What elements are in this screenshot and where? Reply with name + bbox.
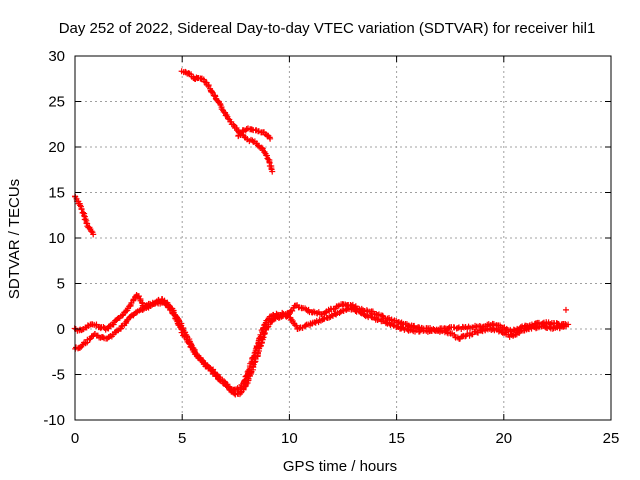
data-point <box>293 322 300 329</box>
data-point <box>225 115 232 122</box>
data-point <box>138 299 145 306</box>
data-point <box>288 316 295 323</box>
y-tick-label: 20 <box>48 139 65 156</box>
y-tick-label: 15 <box>48 185 65 202</box>
data-point <box>493 325 500 332</box>
series-early-high <box>71 193 97 238</box>
data-point <box>283 313 290 320</box>
data-point <box>562 323 569 330</box>
data-point <box>183 335 190 342</box>
x-tick-label: 5 <box>178 430 186 447</box>
data-point <box>310 308 317 315</box>
series-main-lower <box>72 298 569 398</box>
series-outlier <box>562 306 569 313</box>
data-point <box>416 328 423 335</box>
data-point <box>216 376 223 383</box>
data-point <box>269 168 276 175</box>
data-point <box>267 135 274 142</box>
data-point <box>562 306 569 313</box>
series-afternoon-high-branch <box>235 125 274 142</box>
data-point <box>302 305 309 312</box>
data-point <box>208 88 215 95</box>
y-tick-label: 30 <box>48 48 65 65</box>
data-point <box>77 202 84 209</box>
y-tick-label: 5 <box>57 276 65 293</box>
data-point <box>127 313 134 320</box>
x-tick-label: 10 <box>281 430 298 447</box>
data-point <box>334 303 341 310</box>
data-point <box>78 206 85 213</box>
data-point <box>186 340 193 347</box>
y-tick-label: -5 <box>52 367 65 384</box>
x-tick-label: 15 <box>388 430 405 447</box>
data-point <box>535 324 542 331</box>
data-point <box>106 334 113 341</box>
x-tick-label: 0 <box>71 430 79 447</box>
data-point <box>532 325 539 332</box>
data-point <box>187 343 194 350</box>
data-point <box>185 340 192 347</box>
data-point <box>81 212 88 219</box>
y-tick-label: -10 <box>43 412 65 429</box>
data-point <box>444 329 451 336</box>
x-tick-label: 25 <box>603 430 620 447</box>
chart-title: Day 252 of 2022, Sidereal Day-to-day VTE… <box>59 20 596 37</box>
y-tick-label: 25 <box>48 94 65 111</box>
data-series <box>71 68 572 398</box>
data-point <box>139 306 146 313</box>
data-point <box>454 325 461 332</box>
data-point <box>348 305 355 312</box>
series-afternoon-high <box>178 68 276 175</box>
data-point <box>256 343 263 350</box>
grid <box>75 56 611 420</box>
data-point <box>243 381 250 388</box>
y-tick-label: 10 <box>48 230 65 247</box>
data-point <box>261 330 268 337</box>
data-point <box>251 359 258 366</box>
data-point <box>149 301 156 308</box>
y-tick-label: 0 <box>57 321 65 338</box>
axis-ticks: 0 5 10 15 20 25 -10 -5 0 5 10 15 20 25 30 <box>43 48 619 447</box>
x-axis-label: GPS time / hours <box>283 458 397 475</box>
data-point <box>257 342 264 349</box>
data-point <box>88 228 95 235</box>
data-point <box>289 307 296 314</box>
data-point <box>503 325 510 332</box>
data-point <box>248 126 255 133</box>
data-point <box>90 231 97 238</box>
data-point <box>436 328 443 335</box>
x-tick-label: 20 <box>495 430 512 447</box>
y-axis-label: SDTVAR / TECUs <box>6 179 23 299</box>
